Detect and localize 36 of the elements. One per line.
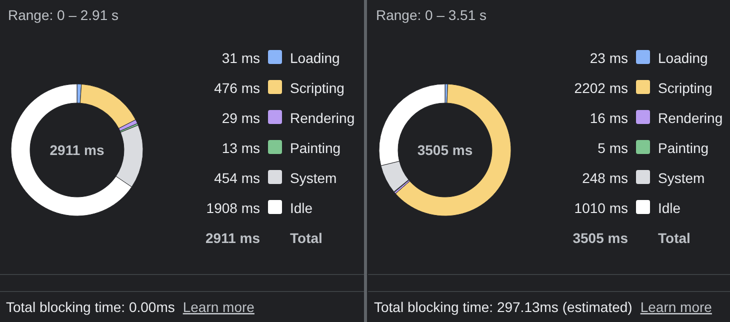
legend-label: Scripting: [658, 80, 712, 96]
text: 2911 ms: [206, 230, 260, 246]
chart-title: Range: 0 – 3.51 s: [376, 7, 487, 23]
legend-label: Painting: [290, 140, 341, 156]
text: 3505 ms: [572, 230, 628, 246]
text: Learn more: [182, 299, 255, 315]
text: 3505 ms: [417, 142, 473, 158]
legend-label: Scripting: [290, 80, 344, 96]
data-label: 454 ms: [214, 170, 260, 186]
legend-label: System: [290, 170, 337, 186]
legend-label: Rendering: [290, 110, 355, 126]
text: Learn more: [640, 299, 712, 315]
data-label: 31 ms: [222, 50, 260, 66]
data-label: 29 ms: [222, 110, 260, 126]
legend-label: Loading: [658, 50, 708, 66]
text: Total blocking time: 0.00ms: [6, 299, 175, 315]
legend-label: Idle: [290, 200, 313, 216]
data-label: 248 ms: [582, 170, 628, 186]
data-label: 476 ms: [214, 80, 260, 96]
legend-label: Idle: [658, 200, 681, 216]
legend-label: Painting: [658, 140, 709, 156]
text: Total: [290, 230, 322, 246]
legend-label: Rendering: [658, 110, 723, 126]
data-label: 16 ms: [590, 110, 628, 126]
data-label: 5 ms: [598, 140, 628, 156]
legend-label: Loading: [290, 50, 340, 66]
text: Total blocking time: 297.13ms (estimated): [374, 299, 632, 315]
text: 2911 ms: [50, 142, 104, 158]
legend-label: System: [658, 170, 705, 186]
data-label: 23 ms: [590, 50, 628, 66]
text: Total: [658, 230, 690, 246]
data-label: 1908 ms: [206, 200, 260, 216]
data-label: 1010 ms: [574, 200, 628, 216]
data-label: 2202 ms: [574, 80, 628, 96]
data-label: 13 ms: [222, 140, 260, 156]
chart-title: Range: 0 – 2.91 s: [8, 7, 119, 23]
